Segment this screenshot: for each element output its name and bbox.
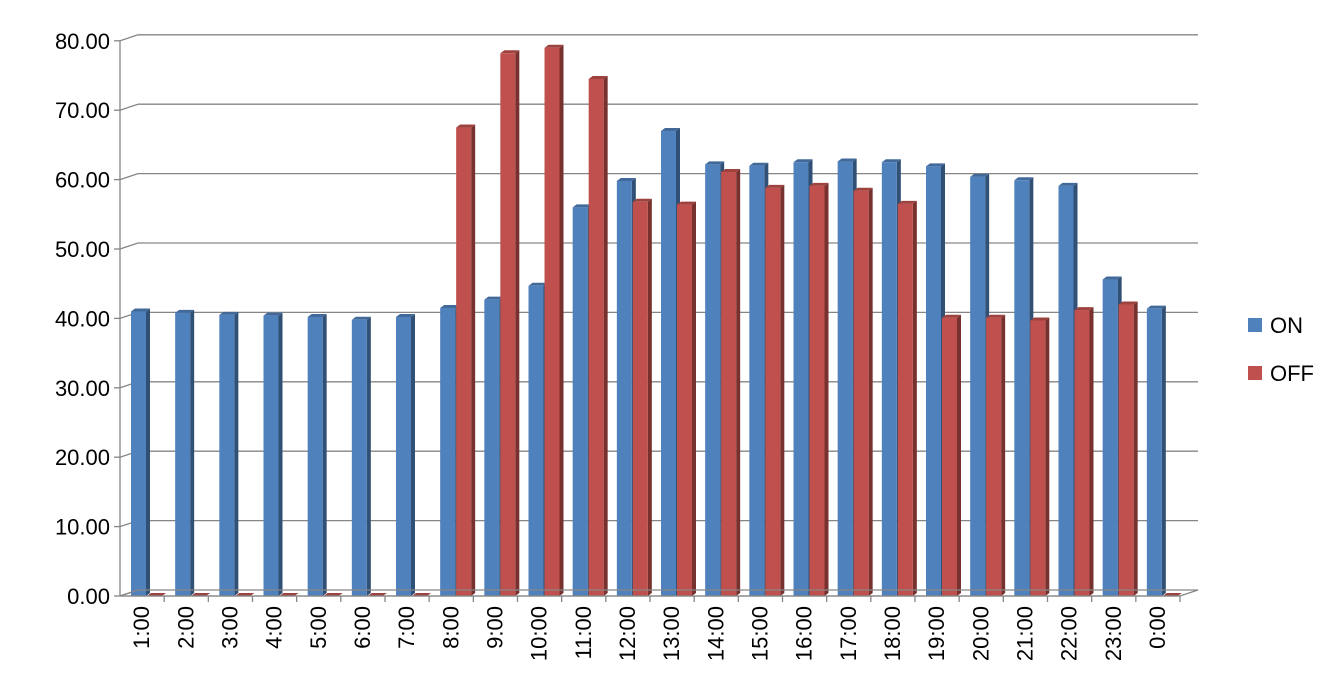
bar-off-3-00 [235,593,255,596]
legend: ON OFF [1248,313,1314,386]
bar-off-17-00 [853,187,873,597]
bar-off-8-00 [456,124,476,597]
bar-off-15-00 [765,184,785,597]
x-tick-label: 3:00 [217,606,242,649]
y-tick-label: 70.00 [55,98,110,123]
x-tick-label: 11:00 [571,606,596,659]
x-tick-label: 5:00 [306,606,331,649]
x-tick-label: 21:00 [1012,606,1037,661]
bar-on-6-00 [351,316,371,596]
x-tick-label: 18:00 [880,606,905,661]
bar-off-23-00 [1118,301,1138,596]
y-tick-label: 20.00 [55,445,110,470]
x-tick-label: 2:00 [173,606,198,649]
bar-off-11-00 [588,75,608,597]
axes [114,40,1199,602]
x-tick-label: 15:00 [747,606,772,661]
bar-off-7-00 [412,593,431,596]
bar-off-22-00 [1074,307,1094,596]
x-tick-label: 10:00 [527,606,552,661]
bar-off-13-00 [677,201,696,597]
x-tick-label: 7:00 [394,606,419,649]
x-tick-label: 22:00 [1057,606,1082,661]
y-tick-label: 0.00 [67,584,110,609]
bar-off-6-00 [367,593,387,596]
legend-swatch-off [1248,366,1262,380]
x-tick-label: 0:00 [1145,606,1170,649]
bar-off-5-00 [323,593,343,596]
y-tick-label: 10.00 [55,515,110,540]
x-tick-label: 4:00 [262,606,287,649]
bar-on-1-00 [131,308,150,596]
x-tick-label: 1:00 [129,606,154,649]
y-tick-label: 60.00 [55,168,110,193]
bar-on-4-00 [263,312,283,596]
bar-off-12-00 [632,198,652,597]
bar-on-0-00 [1146,305,1166,596]
bar-off-10-00 [544,44,564,597]
bar-on-2-00 [175,309,195,596]
y-tick-label: 40.00 [55,306,110,331]
x-tick-label: 6:00 [350,606,375,649]
x-tick-label: 14:00 [703,606,728,661]
gridline-side [119,34,139,42]
x-tick-label: 9:00 [482,606,507,649]
x-tick-label: 12:00 [615,606,640,661]
x-tick-label: 19:00 [924,606,949,661]
y-tick-label: 80.00 [55,29,110,54]
bar-on-5-00 [307,314,327,596]
bar-off-18-00 [897,200,917,596]
gridline-side [119,103,139,111]
legend-label-on: ON [1270,313,1303,338]
x-tick-label: 17:00 [836,606,861,661]
legend-swatch-on [1248,318,1262,332]
bar-on-7-00 [396,314,415,596]
bar-off-14-00 [721,168,741,596]
x-tick-label: 23:00 [1101,606,1126,661]
x-tick-label: 16:00 [792,606,817,661]
bar-off-0-00 [1162,593,1182,596]
y-tick-label: 30.00 [55,376,110,401]
y-tick-label: 50.00 [55,237,110,262]
gridline-side [119,172,139,181]
bar-off-19-00 [942,314,961,596]
x-tick-label: 8:00 [438,606,463,649]
bar-off-20-00 [986,314,1006,596]
bar-off-4-00 [279,593,299,596]
y-tick-labels: 0.00 10.00 20.00 30.00 40.00 50.00 60.00 70.00 8… [55,29,110,609]
x-tick-label: 20:00 [968,606,993,661]
bar-off-21-00 [1030,317,1050,596]
legend-label-off: OFF [1270,361,1314,386]
bar-off-16-00 [809,182,829,596]
bar-on-3-00 [219,311,239,596]
x-tick-label: 13:00 [659,606,684,661]
bar-off-9-00 [500,50,520,597]
bar-off-1-00 [147,593,166,596]
gridline-side [119,242,139,250]
bars [131,44,1182,597]
bar-off-2-00 [191,593,211,596]
x-tick-labels: 1:00 2:00 3:00 4:00 5:00 6:00 7:00 8:00 9:00 10:0… [129,606,1170,661]
